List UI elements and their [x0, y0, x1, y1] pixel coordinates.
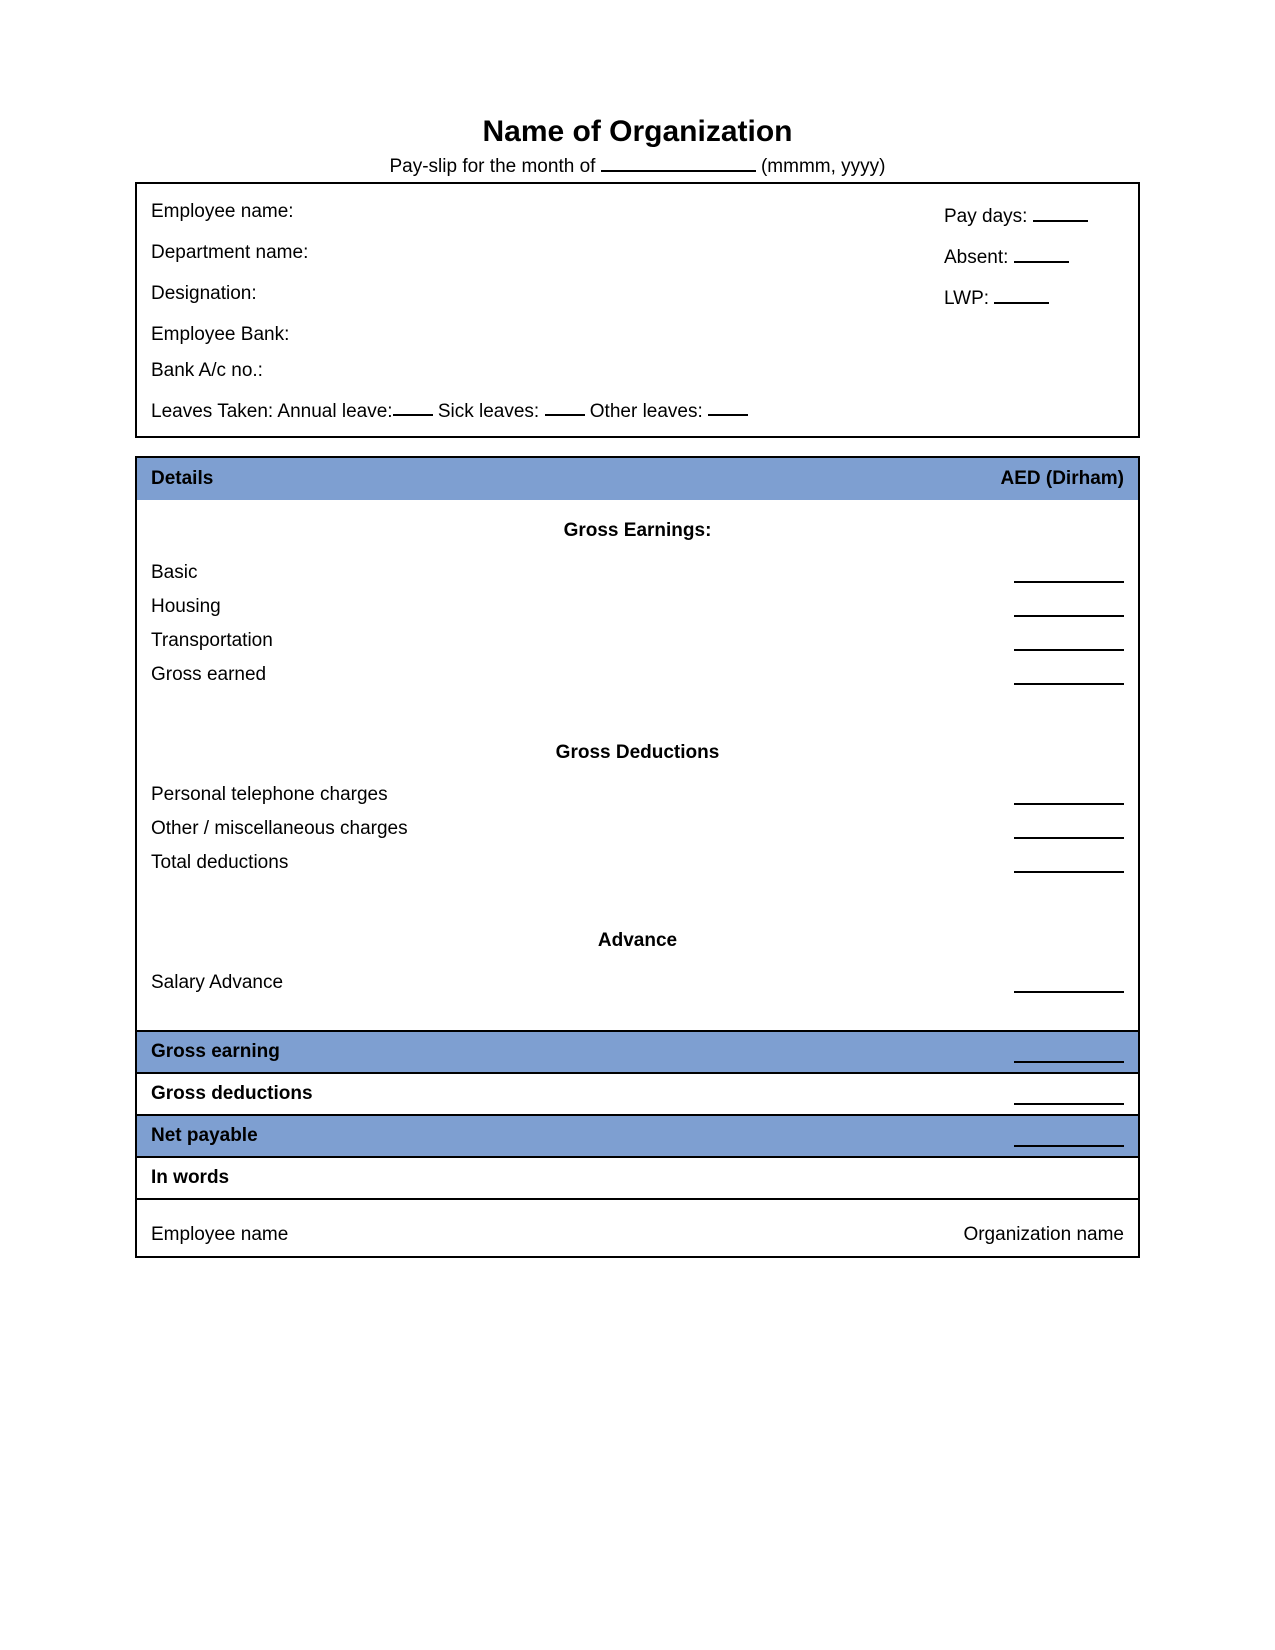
label-department: Department name: [151, 242, 308, 269]
summary-gross-earning: Gross earning [137, 1030, 1138, 1072]
label-bank-ac: Bank A/c no.: [151, 360, 263, 382]
field-absent: Absent: [944, 242, 1124, 269]
label-salary-advance: Salary Advance [151, 972, 283, 994]
row-department: Department name: Absent: [151, 235, 1124, 276]
details-table: Details AED (Dirham) Gross Earnings: Bas… [135, 456, 1140, 1258]
row-total-deductions: Total deductions [151, 846, 1124, 880]
row-transportation: Transportation [151, 624, 1124, 658]
organization-title: Name of Organization [135, 115, 1140, 149]
signature-employee: Employee name [151, 1224, 288, 1246]
row-basic: Basic [151, 556, 1124, 590]
label-gross-earned: Gross earned [151, 664, 266, 686]
advance-title: Advance [151, 920, 1124, 966]
field-pay-days: Pay days: [944, 201, 1124, 228]
label-sick-leaves: Sick leaves: [433, 400, 545, 421]
blank-housing [1014, 596, 1124, 617]
month-blank [601, 151, 756, 172]
blank-sick [545, 396, 585, 417]
label-summary-net-payable: Net payable [151, 1125, 258, 1147]
blank-other [708, 396, 748, 417]
field-lwp: LWP: [944, 283, 1124, 310]
row-salary-advance: Salary Advance [151, 966, 1124, 1000]
label-employee-bank: Employee Bank: [151, 324, 289, 346]
blank-summary-net-payable [1014, 1126, 1124, 1147]
label-lwp: LWP: [944, 288, 994, 309]
label-leaves-annual: Leaves Taken: Annual leave: [151, 400, 393, 421]
row-gross-earned: Gross earned [151, 658, 1124, 692]
blank-annual [393, 396, 433, 417]
label-total-deductions: Total deductions [151, 852, 288, 874]
blank-gross-earned [1014, 664, 1124, 685]
blank-summary-gross-earning [1014, 1042, 1124, 1063]
subtitle-prefix: Pay-slip for the month of [389, 156, 600, 177]
row-other-misc: Other / miscellaneous charges [151, 812, 1124, 846]
blank-lwp [994, 283, 1049, 304]
header-right: AED (Dirham) [1000, 468, 1124, 490]
header-left: Details [151, 468, 213, 490]
blank-pay-days [1033, 201, 1088, 222]
label-designation: Designation: [151, 283, 257, 310]
label-summary-in-words: In words [151, 1167, 229, 1189]
blank-basic [1014, 562, 1124, 583]
label-pay-days: Pay days: [944, 206, 1033, 227]
blank-other-misc [1014, 818, 1124, 839]
summary-net-payable: Net payable [137, 1114, 1138, 1156]
gross-deductions-title: Gross Deductions [151, 732, 1124, 778]
blank-transportation [1014, 630, 1124, 651]
row-personal-tel: Personal telephone charges [151, 778, 1124, 812]
gross-earnings-title: Gross Earnings: [151, 510, 1124, 556]
blank-absent [1014, 242, 1069, 263]
blank-salary-advance [1014, 972, 1124, 993]
signature-row: Employee name Organization name [137, 1198, 1138, 1256]
signature-organization: Organization name [963, 1224, 1124, 1246]
label-summary-gross-earning: Gross earning [151, 1041, 280, 1063]
summary-gross-deductions: Gross deductions [137, 1072, 1138, 1114]
label-summary-gross-deductions: Gross deductions [151, 1083, 313, 1105]
label-other-misc: Other / miscellaneous charges [151, 818, 408, 840]
row-housing: Housing [151, 590, 1124, 624]
payslip-page: Name of Organization Pay-slip for the mo… [0, 0, 1275, 1318]
details-body: Gross Earnings: Basic Housing Transporta… [137, 500, 1138, 1030]
row-leaves: Leaves Taken: Annual leave: Sick leaves:… [151, 389, 1124, 427]
row-designation: Designation: LWP: [151, 276, 1124, 317]
label-other-leaves: Other leaves: [585, 400, 709, 421]
subtitle-suffix: (mmmm, yyyy) [756, 156, 886, 177]
row-employee-bank: Employee Bank: [151, 317, 1124, 353]
label-personal-tel: Personal telephone charges [151, 784, 388, 806]
summary-in-words: In words [137, 1156, 1138, 1198]
payslip-subtitle: Pay-slip for the month of (mmmm, yyyy) [135, 151, 1140, 178]
label-absent: Absent: [944, 247, 1014, 268]
label-transportation: Transportation [151, 630, 273, 652]
row-bank-ac: Bank A/c no.: [151, 353, 1124, 389]
row-employee-name: Employee name: Pay days: [151, 194, 1124, 235]
blank-personal-tel [1014, 784, 1124, 805]
label-basic: Basic [151, 562, 197, 584]
label-employee-name: Employee name: [151, 201, 294, 228]
details-header: Details AED (Dirham) [137, 458, 1138, 500]
blank-summary-gross-deductions [1014, 1084, 1124, 1105]
label-housing: Housing [151, 596, 221, 618]
blank-total-deductions [1014, 852, 1124, 873]
employee-info-box: Employee name: Pay days: Department name… [135, 182, 1140, 439]
